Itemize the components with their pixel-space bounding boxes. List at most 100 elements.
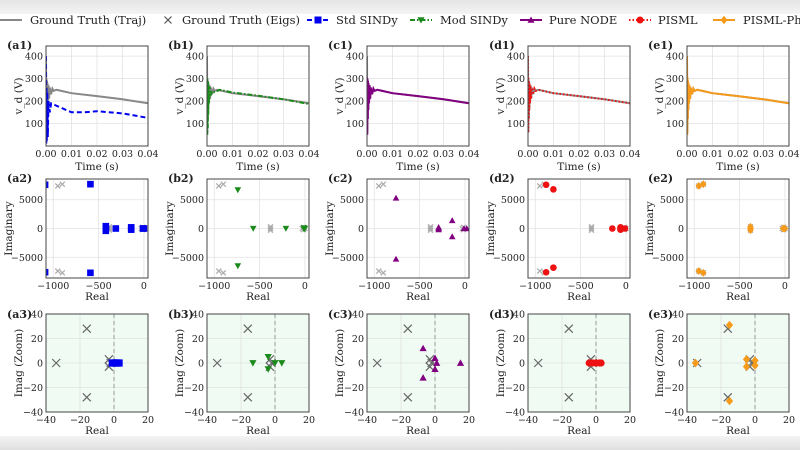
- ground-truth-eig: [427, 225, 434, 232]
- eig-point: [609, 225, 616, 232]
- bottom-edge: [0, 436, 800, 450]
- x-tick-label: −20: [711, 415, 731, 426]
- y-tick-label: 0: [519, 359, 525, 370]
- legend-label: Pure NODE: [549, 13, 617, 27]
- x-tick-label: 0.03: [273, 149, 294, 160]
- y-tick-label: 300: [25, 74, 43, 85]
- ground-truth-eig: [588, 227, 595, 234]
- plot-frame: [206, 45, 310, 147]
- eig-point: [448, 217, 456, 224]
- y-tick-label: −5000: [11, 253, 43, 264]
- panel-d3: −40 −20 0 20 40 20 0 −20 −40 Real Imag (Zoom) (d3): [489, 308, 636, 437]
- y-tick-label: −20: [664, 383, 684, 394]
- plot-frame: [366, 313, 470, 413]
- eig-point: [115, 359, 123, 367]
- x-tick-label: 0.00: [517, 149, 538, 160]
- y-tick-label: 200: [346, 97, 364, 108]
- x-tick-label: −500: [247, 281, 273, 292]
- y-tick-label: −20: [505, 383, 525, 394]
- y-tick-label: 400: [346, 52, 364, 63]
- x-tick-label: −500: [727, 281, 753, 292]
- x-axis-label: Real: [406, 291, 430, 303]
- x-tick-label: −40: [197, 415, 217, 426]
- ground-truth-eig: [82, 392, 92, 402]
- x-axis-label: Real: [567, 425, 591, 437]
- panel-label: (d3): [489, 308, 515, 321]
- eig-point: [392, 194, 400, 201]
- y-tick-label: 200: [507, 97, 525, 108]
- x-tick-label: −1000: [37, 281, 69, 292]
- eig-point: [271, 360, 279, 367]
- x-tick-label: 0.04: [137, 149, 158, 160]
- eig-point: [691, 358, 700, 368]
- x-tick-label: 20: [783, 415, 795, 426]
- panel-label: (a1): [7, 39, 32, 52]
- x-tick-label: 0.03: [433, 149, 454, 160]
- eig-point: [542, 181, 550, 189]
- plot-frame: [45, 45, 149, 147]
- plot-frame: [45, 313, 149, 413]
- y-tick-label: −40: [23, 408, 43, 419]
- eig-point: [433, 359, 441, 366]
- y-tick-label: 0: [198, 359, 204, 370]
- plot-content: [46, 180, 148, 277]
- series-line-pisml: [528, 56, 630, 133]
- x-tick-label: 0.03: [112, 149, 133, 160]
- ground-truth-eig: [82, 324, 92, 334]
- eig-point: [140, 225, 148, 232]
- ground-truth-eig: [215, 268, 222, 275]
- x-tick-label: 0.01: [61, 149, 82, 160]
- y-tick-label: 40: [513, 310, 525, 321]
- y-tick-label: 5000: [180, 195, 204, 206]
- legend-marker: [417, 17, 425, 24]
- plot-content: [528, 56, 630, 133]
- legend-item: PISML: [629, 13, 698, 27]
- y-tick-label: −20: [344, 383, 364, 394]
- x-tick-label: 0: [272, 415, 278, 426]
- y-tick-label: 100: [186, 119, 204, 130]
- y-tick-label: 20: [513, 334, 525, 345]
- eig-point: [87, 180, 94, 188]
- eig-point: [301, 225, 309, 232]
- panel-e1: 0.00 0.01 0.02 0.03 0.04 100 200 300 400 Time (s)…: [648, 39, 800, 173]
- y-tick-label: 0: [678, 224, 684, 235]
- y-axis-label: v_d (V): [334, 77, 346, 115]
- eig-point: [725, 396, 734, 406]
- x-axis-label: Time (s): [75, 161, 118, 173]
- plot-content: [51, 314, 123, 412]
- ground-truth-eig: [220, 181, 227, 188]
- y-tick-label: 40: [672, 310, 684, 321]
- x-tick-label: 0.00: [35, 149, 56, 160]
- ground-truth-eig: [427, 227, 434, 234]
- y-axis-label: v_d (V): [654, 77, 666, 115]
- y-tick-label: −5000: [493, 253, 525, 264]
- x-tick-label: 0.01: [222, 149, 243, 160]
- ground-truth-eig: [564, 324, 574, 334]
- eig-point: [542, 268, 550, 276]
- y-axis-label: v_d (V): [495, 77, 507, 115]
- eig-point: [431, 354, 439, 361]
- legend-label: Ground Truth (Eigs): [182, 13, 300, 27]
- plot-frame: [686, 45, 790, 147]
- x-tick-label: −1000: [358, 281, 390, 292]
- eig-point: [435, 225, 442, 232]
- ground-truth-eig: [215, 182, 222, 189]
- eig-point: [264, 353, 272, 361]
- legend: Ground Truth (Traj) Ground Truth (Eigs) St…: [0, 13, 800, 27]
- y-tick-label: 40: [31, 310, 43, 321]
- eig-point: [747, 224, 754, 233]
- y-tick-label: 0: [519, 224, 525, 235]
- ground-truth-eig: [403, 392, 413, 402]
- panel-d1: 0.00 0.01 0.02 0.03 0.04 100 200 300 400 Time (s)…: [489, 39, 641, 173]
- y-tick-label: −5000: [172, 253, 204, 264]
- eig-point: [700, 180, 707, 189]
- x-tick-label: 0: [623, 281, 629, 292]
- legend-item: PISML-Phy: [713, 13, 800, 27]
- series-line-pisml-phy: [687, 56, 789, 135]
- plot-content: [375, 181, 469, 276]
- ground-truth-eig: [51, 358, 61, 368]
- y-axis-label: Imaginary: [164, 201, 176, 255]
